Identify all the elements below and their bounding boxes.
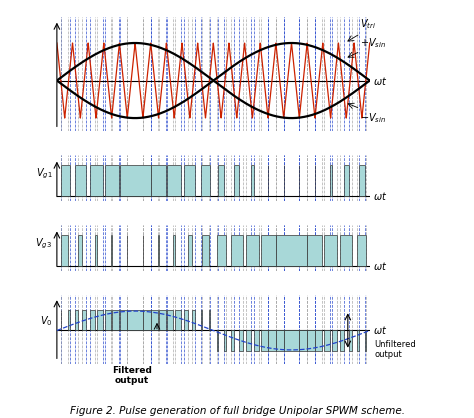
Text: $V_{tri}$: $V_{tri}$ <box>360 17 376 31</box>
Bar <box>276 235 307 266</box>
Text: $V_{g1}$: $V_{g1}$ <box>36 167 52 181</box>
Bar <box>75 310 78 331</box>
Bar <box>173 235 175 266</box>
Bar <box>224 331 226 351</box>
Bar <box>75 166 86 196</box>
Bar <box>105 310 111 331</box>
Bar <box>365 331 366 351</box>
Bar <box>315 331 322 351</box>
Text: Unfiltered
output: Unfiltered output <box>374 340 416 359</box>
Bar <box>78 235 82 266</box>
Bar <box>357 331 359 351</box>
Bar <box>340 235 352 266</box>
Bar <box>268 331 276 351</box>
Bar <box>261 331 268 351</box>
Bar <box>61 166 70 196</box>
Bar <box>324 235 337 266</box>
Bar <box>235 166 239 196</box>
Bar <box>217 331 218 351</box>
Bar <box>218 166 224 196</box>
Bar <box>184 166 195 196</box>
Bar <box>251 166 254 196</box>
Bar <box>246 235 259 266</box>
Bar <box>68 310 70 331</box>
Bar <box>128 310 143 331</box>
Bar <box>97 310 103 331</box>
Bar <box>143 310 151 331</box>
Bar <box>217 235 226 266</box>
Bar <box>284 331 299 351</box>
Bar <box>348 331 352 351</box>
Bar <box>167 310 173 331</box>
Bar <box>359 166 365 196</box>
Bar <box>254 331 259 351</box>
Bar <box>112 310 119 331</box>
Bar <box>105 166 119 196</box>
Bar <box>307 331 315 351</box>
Text: $V_{0}$: $V_{0}$ <box>40 314 52 328</box>
Bar <box>344 166 348 196</box>
Bar <box>329 166 332 196</box>
Bar <box>90 166 103 196</box>
Bar <box>357 235 366 266</box>
Bar <box>239 331 243 351</box>
Bar <box>324 331 329 351</box>
Bar <box>340 331 344 351</box>
Bar <box>90 310 95 331</box>
Bar <box>307 235 322 266</box>
Text: $\omega t$: $\omega t$ <box>373 324 387 336</box>
Text: $-V_{sin}$: $-V_{sin}$ <box>360 111 386 125</box>
Bar <box>231 235 243 266</box>
Bar <box>300 331 307 351</box>
Text: Figure 2. Pulse generation of full bridge Unipolar SPWM scheme.: Figure 2. Pulse generation of full bridg… <box>70 406 404 416</box>
Text: $\omega t$: $\omega t$ <box>373 74 387 87</box>
Bar <box>95 235 97 266</box>
Bar <box>276 331 283 351</box>
Bar <box>184 310 188 331</box>
Bar <box>209 310 210 331</box>
Bar <box>188 235 192 266</box>
Bar <box>201 166 210 196</box>
Bar <box>231 331 235 351</box>
Bar <box>332 331 337 351</box>
Bar <box>201 310 202 331</box>
Text: $V_{g3}$: $V_{g3}$ <box>36 237 52 251</box>
Text: $\omega t$: $\omega t$ <box>373 260 387 272</box>
Bar <box>151 166 166 196</box>
Bar <box>111 235 112 266</box>
Bar <box>82 310 86 331</box>
Text: Filtered
output: Filtered output <box>112 366 152 385</box>
Bar <box>246 331 251 351</box>
Bar <box>119 310 127 331</box>
Bar <box>158 235 159 266</box>
Bar <box>202 235 209 266</box>
Bar <box>61 235 68 266</box>
Bar <box>167 166 181 196</box>
Text: $+V_{sin}$: $+V_{sin}$ <box>360 36 386 50</box>
Bar <box>192 310 195 331</box>
Bar <box>151 310 158 331</box>
Text: $\omega t$: $\omega t$ <box>373 190 387 202</box>
Bar <box>159 310 166 331</box>
Bar <box>175 310 181 331</box>
Bar <box>119 166 151 196</box>
Bar <box>261 235 276 266</box>
